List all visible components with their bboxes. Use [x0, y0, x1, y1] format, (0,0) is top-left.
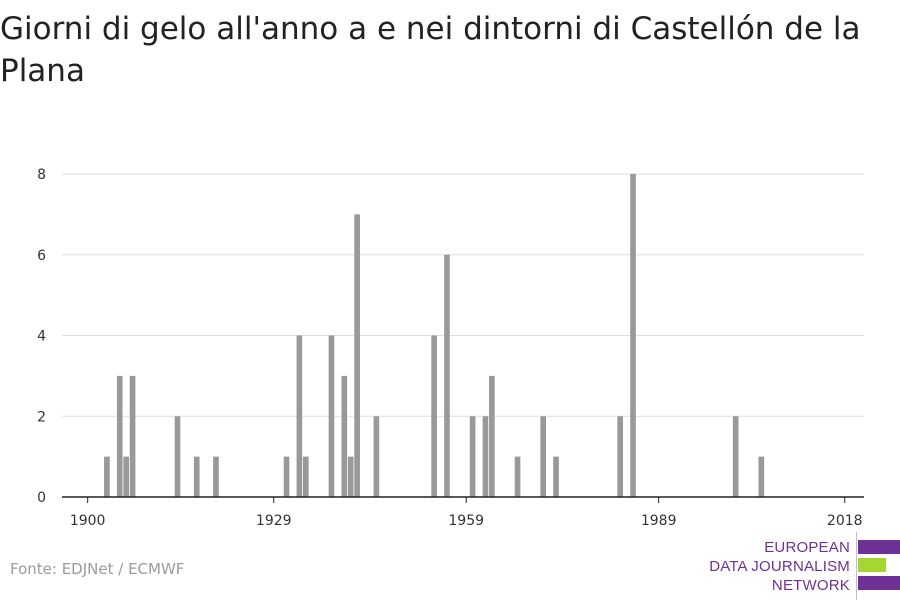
- gridlines: [62, 173, 864, 417]
- bar: [283, 456, 290, 497]
- bar: [758, 456, 765, 497]
- source-note: Fonte: EDJNet / ECMWF: [10, 560, 185, 578]
- logo-divider: [856, 532, 857, 600]
- x-tick-label: 1929: [256, 513, 292, 529]
- y-tick-label: 6: [37, 248, 46, 264]
- y-tick-label: 0: [37, 490, 46, 506]
- bar: [174, 416, 181, 497]
- bar: [540, 416, 547, 497]
- logo-line-european: EUROPEAN: [764, 539, 850, 556]
- y-tick-label: 2: [37, 409, 46, 425]
- bar: [296, 335, 303, 497]
- logo-line-network: NETWORK: [771, 577, 850, 594]
- bars: [104, 174, 765, 497]
- bar: [328, 335, 335, 497]
- x-tick-label: 1900: [70, 513, 106, 529]
- bar: [617, 416, 624, 497]
- x-axis-labels: 1900 1929 1959 1989 2018: [70, 513, 863, 529]
- bar: [347, 456, 354, 497]
- bar: [444, 254, 450, 497]
- bar: [341, 375, 348, 497]
- bar: [116, 375, 123, 497]
- bar: [732, 416, 739, 497]
- bar: [129, 375, 136, 497]
- bar: [469, 416, 476, 497]
- bar: [514, 456, 521, 497]
- logo-bar-purple-bottom: [858, 576, 900, 590]
- x-tick-label: 2018: [827, 513, 863, 529]
- y-axis-labels: 0 2 4 6 8: [37, 167, 46, 506]
- bar: [482, 416, 489, 497]
- y-tick-label: 4: [37, 329, 46, 345]
- bar: [104, 456, 110, 497]
- chart-title: Giorni di gelo all'anno a e nei dintorni…: [0, 11, 861, 89]
- bar: [213, 456, 219, 497]
- bar: [630, 174, 636, 497]
- x-tick-label: 1959: [448, 513, 484, 529]
- bar: [354, 214, 360, 497]
- y-tick-label: 8: [37, 167, 46, 183]
- x-tick-label: 1989: [641, 513, 677, 529]
- bar: [373, 416, 380, 497]
- x-axis: [62, 496, 864, 503]
- bar: [553, 456, 559, 497]
- logo-bar-green: [858, 558, 886, 572]
- bar: [123, 456, 129, 497]
- logo-bar-purple-top: [858, 540, 900, 554]
- bar: [302, 456, 309, 497]
- edjnet-logo: EUROPEAN DATA JOURNALISM NETWORK: [700, 530, 900, 600]
- bar: [431, 335, 437, 497]
- logo-line-data-journalism: DATA JOURNALISM: [709, 558, 850, 575]
- bar: [193, 456, 200, 497]
- bar: [489, 375, 495, 497]
